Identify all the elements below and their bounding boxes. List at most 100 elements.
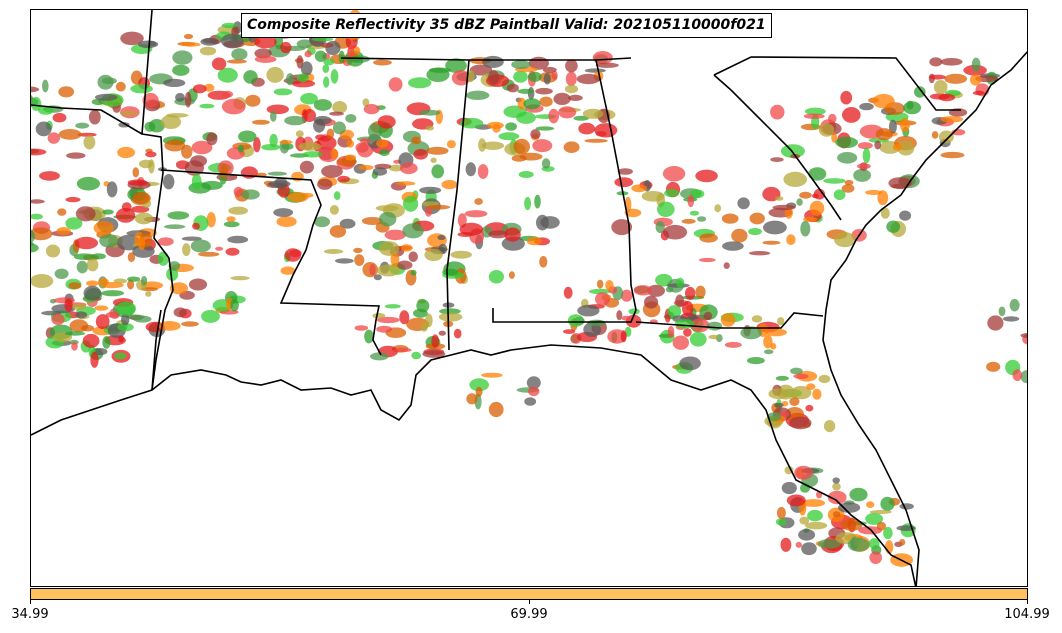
echo-blob (770, 157, 784, 163)
echo-blob (644, 295, 659, 309)
echo-blob (42, 79, 49, 93)
tennessee-south-border (340, 57, 632, 61)
echo-blob (708, 334, 719, 340)
echo-blob (346, 139, 355, 148)
echo-blob (621, 289, 633, 302)
echo-blob (841, 518, 863, 531)
state-borders (31, 10, 1027, 586)
echo-blob (469, 378, 490, 392)
colorbar (30, 588, 1028, 600)
echo-blob (812, 388, 822, 400)
echo-blob (1012, 369, 1023, 382)
echo-blob (1009, 298, 1020, 312)
echo-blob (335, 258, 354, 264)
echo-blob (284, 115, 306, 126)
echo-blob (801, 499, 826, 507)
echo-blob (542, 66, 557, 73)
echo-blob (66, 152, 86, 159)
echo-blob (403, 195, 419, 212)
echo-blob (431, 164, 445, 179)
echo-blob (119, 111, 138, 116)
echo-blob (68, 282, 82, 290)
echo-blob (221, 22, 238, 29)
echo-blob (302, 151, 323, 158)
echo-blob (354, 254, 365, 266)
echo-blob (82, 333, 100, 348)
echo-blob (517, 88, 534, 94)
echo-blob (667, 326, 675, 338)
echo-blob (528, 71, 542, 82)
echo-blob (857, 142, 873, 150)
echo-blob (364, 329, 374, 344)
echo-blob (466, 90, 490, 101)
echo-blob (361, 217, 384, 225)
echo-blob (804, 107, 826, 116)
echo-blob (52, 112, 67, 123)
echo-blob (714, 204, 722, 213)
echo-blob (31, 227, 53, 241)
echo-blob (323, 58, 335, 66)
echo-blob (157, 251, 169, 266)
echo-blob (722, 241, 744, 251)
echo-blob (56, 227, 71, 236)
echo-blob (163, 174, 175, 190)
colorbar-tick-mark (529, 600, 530, 604)
echo-blob (329, 111, 344, 116)
echo-blob (102, 336, 111, 349)
echo-blob (464, 210, 488, 218)
echo-blob (763, 220, 787, 235)
echo-blob (413, 149, 429, 160)
echo-blob (317, 178, 333, 190)
echo-blob (475, 386, 483, 397)
echo-blob (94, 93, 118, 101)
echo-blob (775, 518, 787, 526)
echo-blob (875, 128, 893, 141)
echo-blob (723, 262, 730, 269)
echo-blob (130, 84, 153, 94)
echo-blob (720, 313, 736, 327)
echo-blob (396, 260, 413, 270)
echo-blob (832, 482, 841, 491)
echo-blob (806, 383, 816, 390)
echo-blob (481, 372, 503, 378)
echo-blob (94, 305, 109, 311)
echo-blob (724, 341, 742, 348)
echo-blob (568, 94, 583, 101)
echo-blob (564, 84, 579, 94)
echo-blob (422, 350, 446, 358)
echo-blob (362, 98, 370, 107)
echo-blob (657, 201, 675, 217)
echo-blob (488, 230, 509, 239)
echo-blob (88, 109, 101, 125)
echo-blob (181, 144, 193, 159)
echo-blob (831, 132, 838, 143)
echo-blob (241, 189, 260, 200)
echo-blob (182, 243, 191, 257)
echo-blob (731, 228, 748, 243)
echo-blob (313, 115, 332, 125)
echo-blob (86, 280, 99, 287)
echo-blob (76, 176, 100, 191)
echo-blob (86, 258, 99, 272)
echo-blob (372, 167, 388, 176)
echo-blob (199, 46, 217, 56)
echo-blob (880, 496, 895, 511)
echo-blob (273, 88, 293, 96)
echo-blob (832, 511, 841, 518)
echo-blob (748, 228, 762, 236)
echo-blob (117, 323, 134, 332)
echo-blob (565, 71, 577, 87)
echo-blob (354, 325, 369, 331)
echo-blob (296, 39, 313, 49)
echo-blob (790, 367, 803, 375)
echo-blob (31, 241, 34, 247)
echo-blob (553, 92, 571, 105)
echo-blob (167, 211, 190, 220)
echo-blob (763, 334, 773, 349)
echo-blob (899, 539, 906, 546)
echo-blob (299, 160, 314, 174)
echo-blob (929, 57, 943, 67)
echo-blob (558, 106, 577, 119)
echo-blob (874, 140, 882, 150)
echo-blob (595, 292, 610, 306)
